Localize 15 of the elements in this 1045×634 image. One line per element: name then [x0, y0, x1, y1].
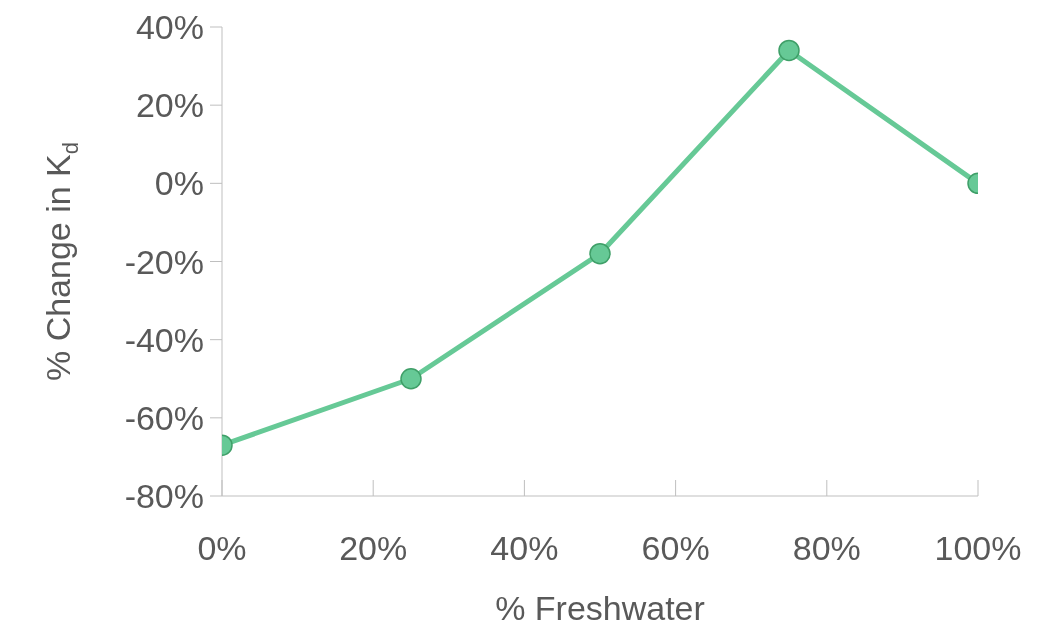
x-tick-label: 60%: [641, 529, 710, 568]
y-tick-label: -20%: [124, 242, 204, 281]
point: [589, 242, 611, 265]
y-tick-label: -80%: [124, 477, 204, 516]
x-tick-label: 0%: [197, 529, 247, 568]
y-tick-label: -40%: [124, 320, 204, 359]
x-axis-title: % Freshwater: [495, 589, 705, 627]
y-tick-label: 0%: [154, 164, 204, 203]
x-tick-label: 20%: [339, 529, 408, 568]
y-tick-label: -60%: [124, 398, 204, 437]
y-tick-label: 40%: [135, 8, 204, 47]
x-tick-label: 80%: [792, 529, 861, 568]
y-tick-label: 20%: [135, 86, 204, 125]
x-tick-label: 40%: [490, 529, 559, 568]
x-tick-label: 100%: [934, 529, 1022, 568]
